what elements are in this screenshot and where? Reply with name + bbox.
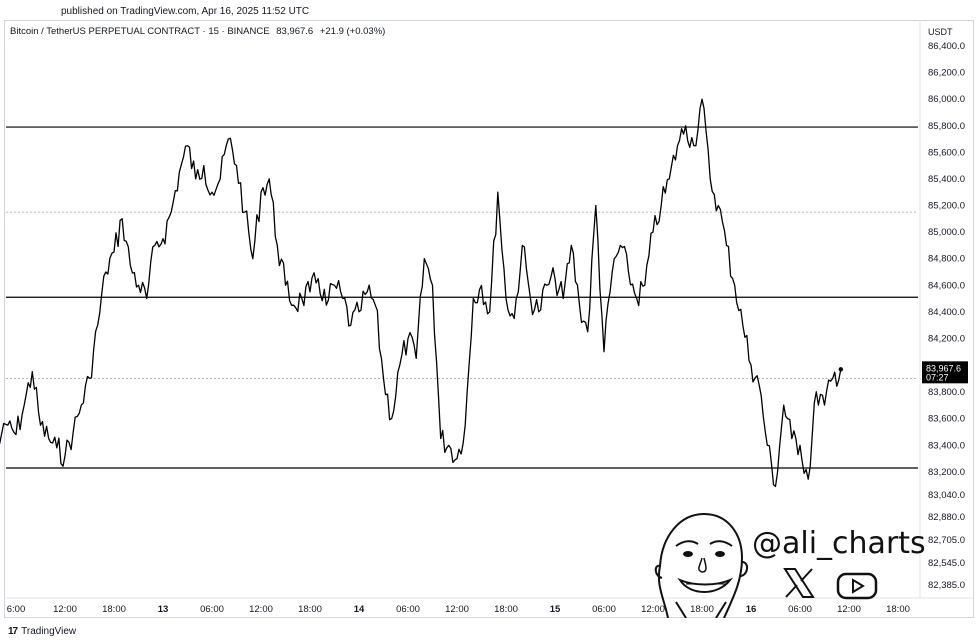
symbol-name: Bitcoin / TetherUS PERPETUAL CONTRACT · … [10, 26, 270, 37]
x-icon[interactable] [782, 566, 816, 600]
cartoon-avatar [654, 512, 748, 618]
x-tick-label: 12:00 [445, 604, 469, 615]
x-tick-label: 12:00 [249, 604, 273, 615]
y-tick-label: 86,000.0 [928, 94, 965, 105]
x-tick-label: 12:00 [641, 604, 665, 615]
y-tick-label: 82,705.0 [928, 535, 965, 546]
x-tick-label: 12:00 [53, 604, 77, 615]
y-tick-label: 85,000.0 [928, 227, 965, 238]
y-tick-label: 84,200.0 [928, 333, 965, 344]
symbol-change: +21.9 (+0.03%) [319, 26, 386, 37]
x-tick-label: 06:00 [396, 604, 420, 615]
symbol-header[interactable]: Bitcoin / TetherUS PERPETUAL CONTRACT · … [10, 26, 389, 37]
x-tick-label: 18:00 [102, 604, 126, 615]
y-tick-label: 84,400.0 [928, 307, 965, 318]
x-tick-label: 06:00 [592, 604, 616, 615]
y-tick-label: 83,040.0 [928, 490, 965, 501]
y-tick-label: 82,545.0 [928, 558, 965, 569]
y-tick-label: 83,600.0 [928, 414, 965, 425]
x-tick-label: 14 [354, 604, 365, 615]
x-tick-label: 18:00 [886, 604, 910, 615]
x-tick-label: 15 [550, 604, 561, 615]
youtube-icon[interactable] [836, 572, 878, 600]
footer-branding[interactable]: 17 TradingView [8, 626, 76, 637]
x-tick-label: 06:00 [200, 604, 224, 615]
y-tick-label: 85,200.0 [928, 201, 965, 212]
x-tick-label: 16 [746, 604, 757, 615]
y-tick-label: 84,800.0 [928, 254, 965, 265]
price-tag-countdown: 07:27 [926, 372, 949, 382]
x-tick-label: 18:00 [494, 604, 518, 615]
x-tick-label: 18:00 [298, 604, 322, 615]
footer-brand-label: TradingView [21, 626, 77, 637]
y-tick-label: 84,600.0 [928, 280, 965, 291]
x-tick-label: 12:00 [837, 604, 861, 615]
symbol-last-price: 83,967.6 [276, 26, 314, 37]
y-tick-label: 86,400.0 [928, 41, 965, 52]
x-tick-label: 6:00 [7, 604, 26, 615]
tv-logo-icon: 17 [8, 626, 18, 637]
y-tick-label: 82,880.0 [928, 512, 965, 523]
y-tick-label: 83,400.0 [928, 440, 965, 451]
watermark-handle: @ali_charts [752, 526, 926, 561]
y-tick-label: 83,800.0 [928, 387, 965, 398]
x-tick-label: 06:00 [788, 604, 812, 615]
currency-label[interactable]: USDT [928, 27, 953, 37]
price-tag[interactable] [922, 361, 968, 384]
price-line[interactable] [0, 98, 842, 488]
x-tick-label: 13 [158, 604, 169, 615]
y-tick-label: 86,200.0 [928, 68, 965, 79]
x-tick-label: 18:00 [690, 604, 714, 615]
y-tick-label: 85,600.0 [928, 147, 965, 158]
y-tick-label: 82,385.0 [928, 580, 965, 591]
y-tick-label: 85,400.0 [928, 174, 965, 185]
published-note: published on TradingView.com, Apr 16, 20… [61, 6, 310, 17]
chart-frame [4, 20, 974, 618]
y-tick-label: 85,800.0 [928, 121, 965, 132]
last-price-dot [838, 367, 844, 372]
y-tick-label: 83,200.0 [928, 467, 965, 478]
price-tag-value: 83,967.6 [926, 363, 961, 373]
